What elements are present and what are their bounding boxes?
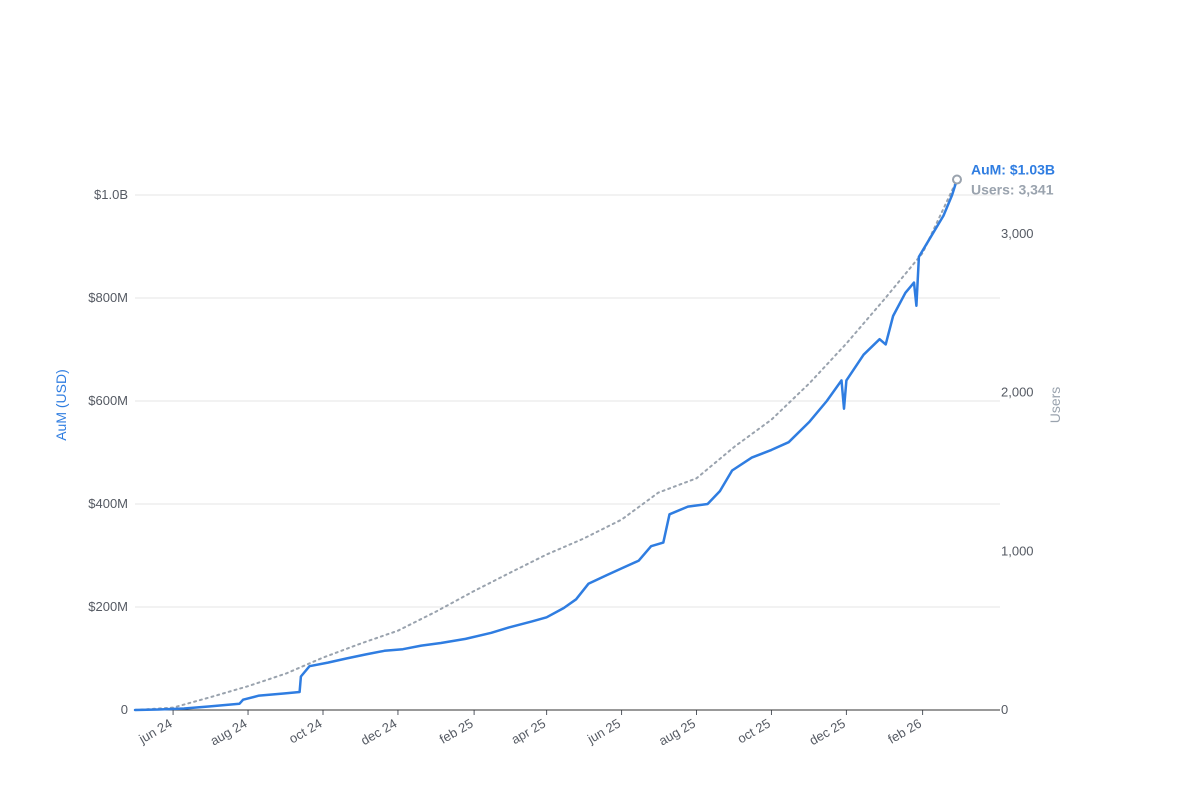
left-tick-label: 0: [121, 702, 128, 717]
x-tick-label: oct 24: [286, 716, 324, 747]
x-tick-label: aug 24: [208, 716, 250, 749]
right-tick-label: 3,000: [1001, 226, 1034, 241]
x-tick-label: apr 25: [509, 716, 548, 747]
x-tick-label: feb 26: [885, 716, 924, 747]
aum-series-line[interactable]: [133, 178, 959, 712]
left-tick-label: $800M: [88, 290, 128, 305]
grid-lines: [135, 194, 1000, 608]
left-tick-label: $400M: [88, 496, 128, 511]
x-tick-label: aug 25: [656, 716, 698, 749]
x-tick-label: jun 24: [136, 716, 175, 747]
x-axis-ticks: jun 24 aug 24 oct 24 dec 24 feb 25 apr 25 jun …: [136, 710, 924, 749]
x-tick-label: jun 25: [584, 716, 623, 747]
left-tick-label: $600M: [88, 393, 128, 408]
left-tick-label: $1.0B: [94, 187, 128, 202]
right-tick-label: 2,000: [1001, 385, 1034, 400]
users-series-line[interactable]: [134, 178, 958, 711]
x-tick-label: dec 25: [807, 716, 848, 749]
right-axis-ticks: 0 1,000 2,000 3,000: [1001, 226, 1034, 717]
x-tick-label: oct 25: [735, 716, 773, 747]
right-axis-title: Users: [1047, 387, 1063, 424]
left-axis-title: AuM (USD): [53, 369, 69, 441]
right-tick-label: 1,000: [1001, 543, 1034, 558]
x-tick-label: feb 25: [437, 716, 476, 747]
left-tick-label: $200M: [88, 599, 128, 614]
right-tick-label: 0: [1001, 702, 1008, 717]
series-lines[interactable]: [133, 178, 959, 712]
aum-end-label: AuM: $1.03B: [971, 162, 1055, 178]
users-end-label: Users: 3,341: [971, 182, 1054, 198]
left-axis-ticks: 0 $200M $400M $600M $800M $1.0B: [88, 187, 128, 717]
x-tick-label: dec 24: [358, 716, 399, 749]
end-point-marker[interactable]: [951, 174, 962, 185]
